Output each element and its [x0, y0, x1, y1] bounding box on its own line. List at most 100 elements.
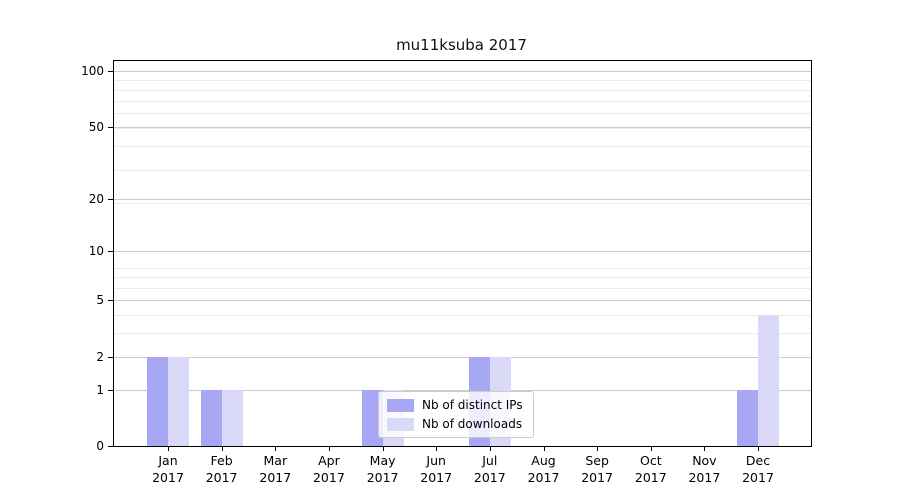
- x-tick-month: Jun: [426, 453, 446, 468]
- x-tick-label: Nov 2017: [672, 453, 736, 487]
- x-tick-month: Aug: [531, 453, 556, 468]
- y-tick-mark: [108, 71, 113, 72]
- y-minor-gridline: [114, 113, 811, 115]
- y-tick-mark: [108, 300, 113, 302]
- y-tick-label: 2: [96, 349, 104, 364]
- y-tick-mark: [108, 389, 113, 391]
- y-major-gridline: [114, 251, 811, 253]
- y-minor-gridline: [114, 89, 811, 91]
- x-tick-month: Jan: [158, 453, 178, 468]
- bar-downloads: [168, 356, 189, 446]
- legend-item-downloads: Nb of downloads: [387, 417, 523, 431]
- x-tick-mark: [597, 446, 599, 451]
- y-minor-gridline: [114, 277, 811, 278]
- y-minor-gridline: [114, 169, 811, 171]
- y-tick-label: 0: [96, 439, 104, 453]
- legend: Nb of distinct IPs Nb of downloads: [378, 391, 534, 438]
- legend-swatch-distinct-ips: [387, 398, 414, 412]
- bar-distinct-ips: [737, 389, 758, 446]
- y-tick-label: 100: [81, 64, 104, 78]
- x-tick-label: Sep 2017: [565, 453, 629, 487]
- x-tick-label: Mar 2017: [243, 453, 307, 487]
- bar-distinct-ips: [200, 389, 222, 446]
- x-tick-mark: [328, 446, 330, 451]
- y-minor-gridline: [114, 202, 811, 204]
- legend-swatch-downloads: [387, 417, 414, 431]
- legend-label-downloads: Nb of downloads: [422, 417, 523, 431]
- y-tick-mark: [108, 251, 113, 253]
- y-tick-label: 1: [96, 382, 104, 397]
- x-tick-month: Dec: [745, 453, 771, 468]
- x-tick-year: 2017: [259, 469, 292, 485]
- bar-distinct-ips: [361, 389, 383, 446]
- y-tick-mark: [108, 446, 113, 447]
- x-tick-month: Apr: [318, 453, 340, 468]
- y-major-gridline: [114, 300, 811, 302]
- x-tick-month: Nov: [692, 453, 717, 468]
- y-major-gridline: [114, 389, 811, 391]
- x-tick-mark: [489, 446, 491, 451]
- y-minor-gridline: [114, 315, 811, 317]
- x-tick-mark: [543, 446, 545, 451]
- y-tick-label: 10: [88, 244, 104, 259]
- x-tick-month: Mar: [263, 453, 288, 468]
- y-tick-mark: [108, 356, 113, 358]
- y-minor-gridline: [114, 287, 811, 289]
- y-minor-gridline: [114, 128, 811, 130]
- x-tick-mark: [704, 446, 706, 451]
- y-tick-label: 50: [88, 119, 104, 134]
- y-major-gridline: [114, 71, 811, 72]
- x-tick-label: Dec 2017: [726, 453, 790, 487]
- x-tick-month: May: [369, 453, 396, 468]
- y-minor-gridline: [114, 80, 811, 82]
- x-tick-label: Apr 2017: [297, 453, 361, 487]
- x-tick-label: Jul 2017: [458, 453, 522, 487]
- x-tick-year: 2017: [634, 469, 667, 485]
- chart-title: mu11ksuba 2017: [396, 36, 527, 54]
- legend-item-distinct-ips: Nb of distinct IPs: [387, 398, 523, 412]
- x-tick-label: Feb 2017: [190, 453, 254, 487]
- bar-downloads: [758, 315, 779, 446]
- y-tick-mark: [108, 126, 113, 128]
- y-minor-gridline: [114, 100, 811, 102]
- x-tick-mark: [650, 446, 652, 451]
- x-tick-month: Sep: [585, 453, 609, 468]
- x-tick-label: Jan 2017: [136, 453, 200, 487]
- x-tick-month: Feb: [210, 453, 233, 468]
- x-tick-mark: [275, 446, 277, 451]
- bar-distinct-ips: [147, 356, 168, 446]
- x-tick-year: 2017: [152, 469, 184, 485]
- x-tick-year: 2017: [581, 469, 613, 485]
- y-minor-gridline: [114, 146, 811, 148]
- y-major-gridline: [114, 356, 811, 358]
- y-tick-mark: [108, 198, 113, 200]
- x-tick-month: Oct: [639, 453, 662, 468]
- x-tick-mark: [436, 446, 438, 451]
- x-tick-year: 2017: [473, 469, 506, 485]
- x-tick-year: 2017: [688, 469, 721, 485]
- bar-downloads: [221, 389, 243, 446]
- x-tick-year: 2017: [366, 469, 399, 485]
- x-tick-year: 2017: [420, 469, 453, 485]
- x-tick-mark: [221, 446, 223, 451]
- x-tick-label: Aug 2017: [512, 453, 576, 487]
- x-tick-month: Jul: [482, 453, 498, 468]
- x-tick-label: Oct 2017: [619, 453, 683, 487]
- y-minor-gridline: [114, 267, 811, 269]
- x-tick-mark: [382, 446, 384, 451]
- y-tick-label: 5: [96, 293, 104, 308]
- x-tick-year: 2017: [312, 469, 345, 485]
- plot-area: Nb of distinct IPs Nb of downloads 0 1 2 5 1…: [81, 60, 812, 485]
- legend-label-distinct-ips: Nb of distinct IPs: [422, 398, 523, 412]
- y-major-gridline: [114, 198, 811, 200]
- x-tick-year: 2017: [205, 469, 238, 485]
- y-major-gridline: [114, 126, 811, 128]
- x-tick-mark: [758, 446, 759, 451]
- x-tick-year: 2017: [527, 469, 560, 485]
- y-tick-label: 20: [88, 191, 104, 206]
- x-tick-mark: [168, 446, 169, 451]
- x-tick-label: May 2017: [351, 453, 415, 487]
- x-tick-year: 2017: [742, 469, 774, 485]
- x-tick-label: Jun 2017: [404, 453, 468, 487]
